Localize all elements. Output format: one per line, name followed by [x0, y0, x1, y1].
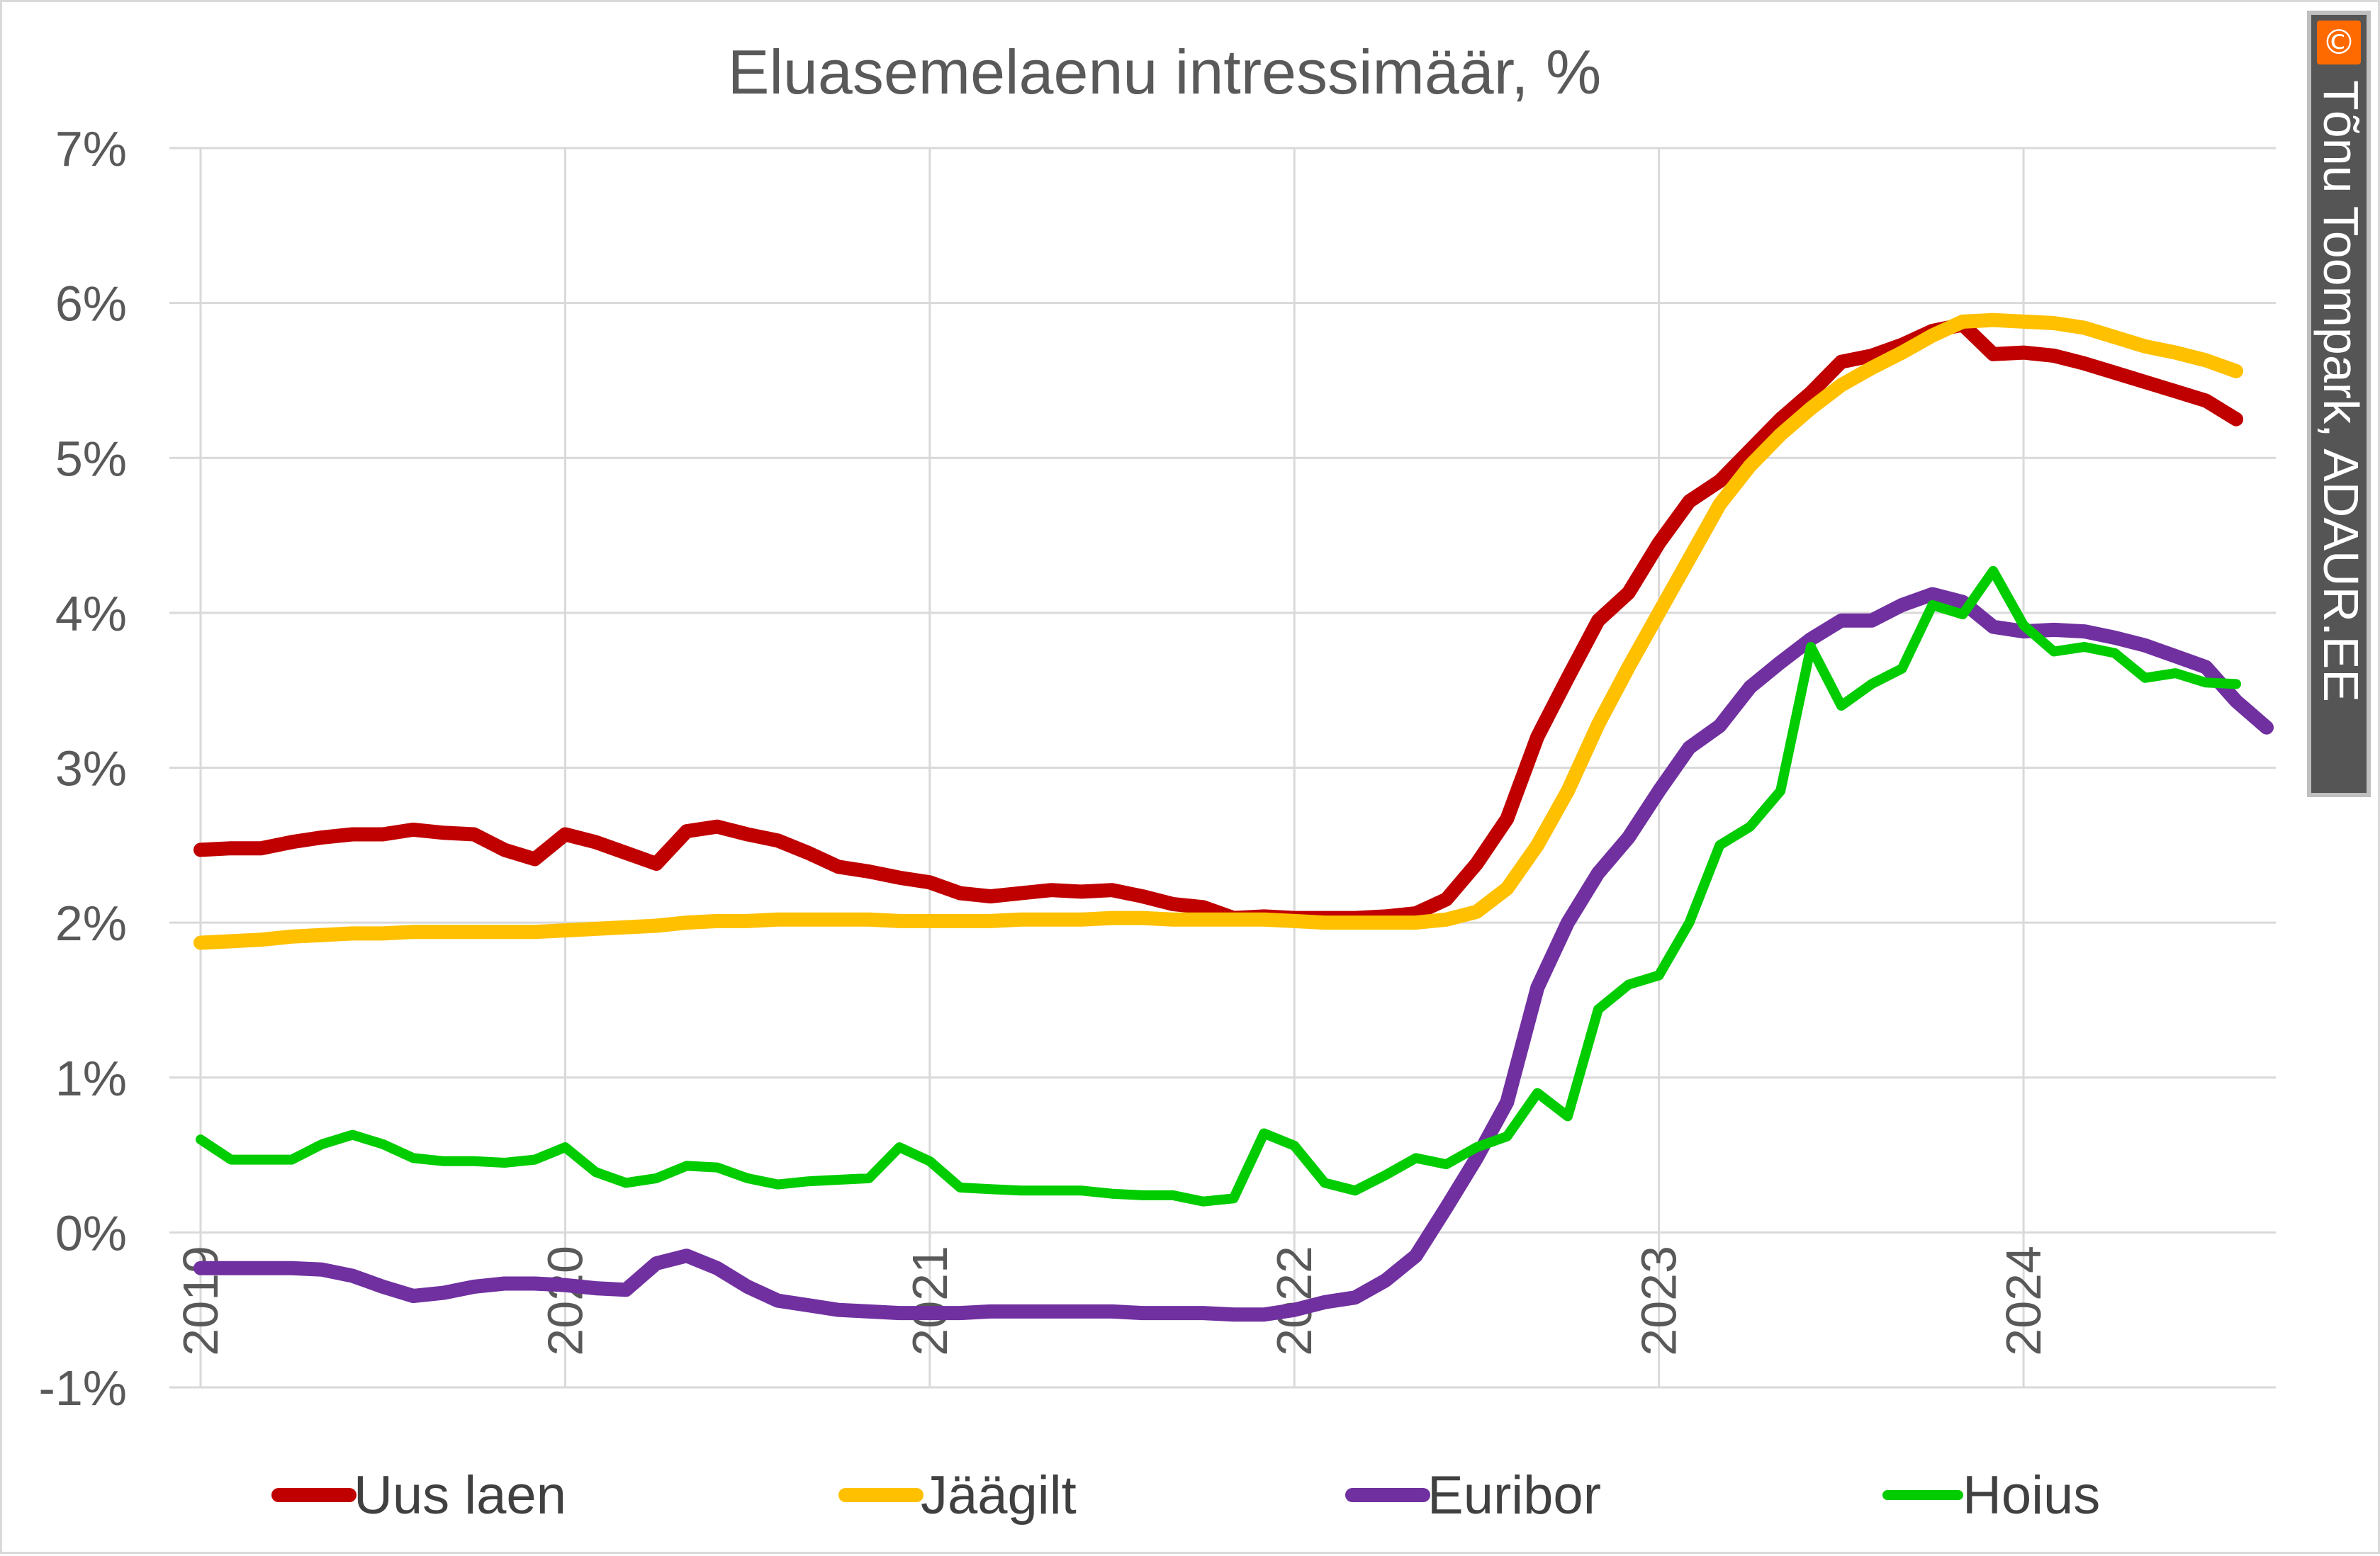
- y-tick-label: 2%: [55, 896, 127, 951]
- series-line-euribor: [193, 587, 2274, 1322]
- x-tick-label: 2020: [537, 1246, 593, 1356]
- legend-label: Hoius: [1963, 1465, 2100, 1526]
- x-tick-label: 2023: [1632, 1246, 1687, 1356]
- y-tick-label: 7%: [55, 121, 127, 176]
- y-tick-label: 0%: [55, 1205, 127, 1261]
- y-axis-ticks: 7% 6% 5% 4% 3% 2% 1% 0% -1%: [39, 121, 127, 1416]
- chart-title: Eluasemelaenu intressimäär, %: [727, 37, 1602, 107]
- y-tick-label: 5%: [55, 431, 127, 486]
- copyright-icon: ©: [2317, 21, 2361, 64]
- gridlines: [169, 147, 2276, 1389]
- legend-label: Jäägilt: [921, 1465, 1077, 1526]
- y-tick-label: 4%: [55, 586, 127, 641]
- copyright-watermark: © Tõnu Toompark, ADAUR.EE: [2307, 11, 2371, 797]
- legend-label: Euribor: [1427, 1465, 1601, 1526]
- series-lines: [193, 312, 2274, 1322]
- series-line-j-gilt: [193, 312, 2244, 950]
- watermark-text: Tõnu Toompark, ADAUR.EE: [2313, 80, 2369, 702]
- y-tick-label: 3%: [55, 741, 127, 796]
- x-axis-ticks: 2019 2020 2021 2022 2023 2024: [173, 1246, 2051, 1356]
- x-tick-label: 2021: [902, 1246, 958, 1356]
- legend: Uus laen Jäägilt Euribor Hoius: [271, 1465, 2100, 1526]
- series-line-uus-laen: [193, 317, 2244, 925]
- x-tick-label: 2024: [1996, 1246, 2051, 1356]
- series-line-hoius: [196, 565, 2242, 1207]
- y-tick-label: 6%: [55, 276, 127, 332]
- y-tick-label: 1%: [55, 1051, 127, 1106]
- y-tick-label: -1%: [39, 1360, 127, 1416]
- legend-label: Uus laen: [354, 1465, 566, 1526]
